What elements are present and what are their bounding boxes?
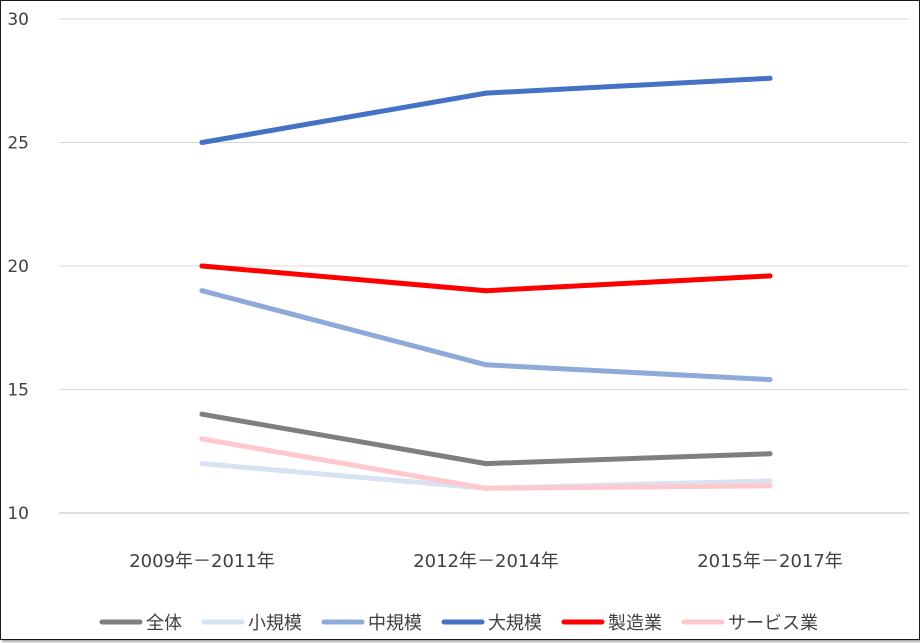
data-point: [199, 411, 205, 417]
series-lines: [199, 75, 773, 491]
data-point: [199, 140, 205, 145]
y-tick-label: 25: [7, 134, 29, 154]
data-point: [199, 461, 205, 467]
data-point: [767, 483, 773, 489]
series-line-4: [199, 263, 773, 294]
x-tick-label: 2015年－2017年: [697, 551, 843, 572]
legend-label: 小規模: [248, 613, 302, 634]
x-axis-ticks: 2009年－2011年 2012年－2014年 2015年－2017年: [129, 551, 843, 572]
legend-label: 製造業: [608, 613, 662, 634]
legend-label: 大規模: [488, 613, 542, 634]
x-tick-label: 2009年－2011年: [129, 551, 275, 572]
y-axis-ticks: 10 15 20 25 30: [7, 10, 29, 524]
data-point: [483, 362, 489, 368]
data-point: [483, 485, 489, 491]
data-point: [767, 451, 773, 457]
y-tick-label: 20: [7, 257, 29, 277]
legend: 全体 小規模 中規模 大規模 製造業 サービス業: [99, 613, 818, 634]
data-point: [767, 75, 773, 81]
data-point: [767, 273, 773, 279]
y-tick-label: 15: [7, 381, 29, 401]
data-point: [483, 461, 489, 467]
legend-label: サービス業: [728, 613, 818, 634]
data-point: [767, 377, 773, 383]
data-point: [767, 478, 773, 484]
data-point: [199, 288, 205, 294]
data-point: [199, 263, 205, 269]
data-point: [483, 288, 489, 294]
legend-label: 中規模: [368, 613, 422, 634]
y-tick-label: 30: [7, 10, 29, 30]
data-point: [483, 90, 489, 96]
x-tick-label: 2012年－2014年: [413, 551, 559, 572]
series-line-3: [199, 75, 773, 145]
legend-label: 全体: [146, 613, 182, 634]
y-tick-label: 10: [7, 504, 29, 524]
data-point: [199, 436, 205, 442]
